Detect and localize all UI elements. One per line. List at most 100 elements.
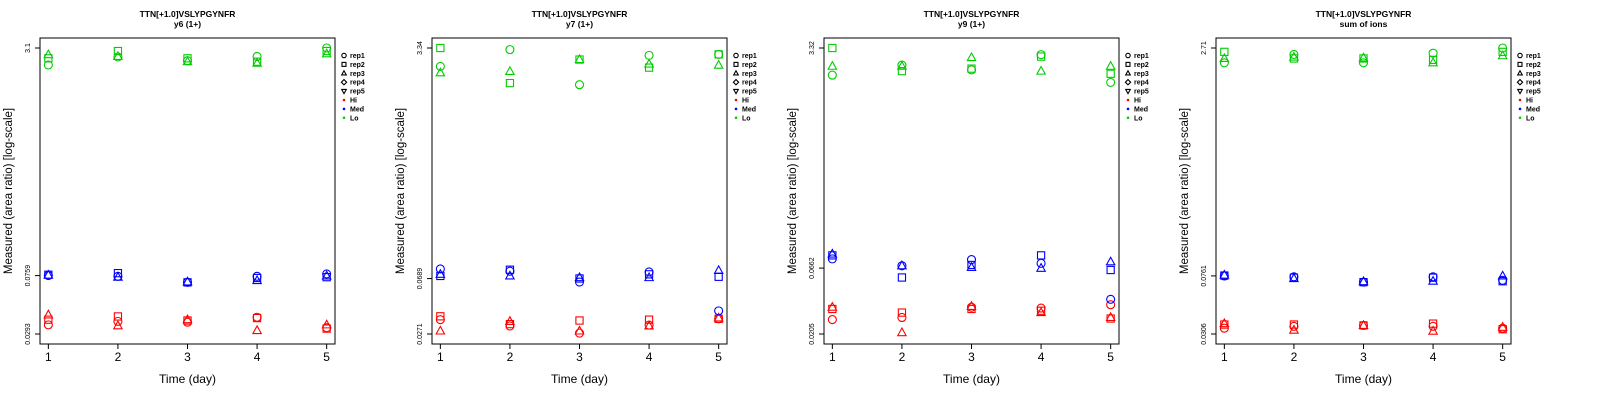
- data-point-lo-rep2: [44, 54, 53, 63]
- data-point-med-rep3: [1219, 269, 1230, 279]
- legend-label-rep1: rep1: [350, 53, 365, 60]
- legend-label-rep3: rep3: [1526, 71, 1541, 78]
- data-point-med-rep1: [1106, 294, 1116, 304]
- data-point-hi-rep1: [574, 328, 585, 338]
- data-point-med-rep2: [252, 273, 262, 283]
- data-point-hi-rep3: [1035, 306, 1047, 317]
- data-point-lo-rep3: [643, 58, 655, 68]
- y-tick-label: 0.0662: [809, 257, 816, 279]
- legend-marker-rep1: [1125, 52, 1131, 59]
- data-point-med-rep2: [1498, 277, 1507, 286]
- x-tick-label: 3: [1360, 350, 1367, 364]
- data-point-hi-rep3: [504, 315, 516, 325]
- data-point-hi-rep3: [827, 301, 838, 311]
- data-point-lo-rep1: [43, 60, 53, 70]
- chart-subtitle: y7 (1+): [566, 19, 593, 29]
- data-point-med-rep3: [1288, 272, 1300, 283]
- legend-label-lo: Lo: [1526, 115, 1535, 122]
- legend-dot-lo: [734, 116, 738, 120]
- y-tick-label: 3.32: [809, 41, 816, 55]
- legend-label-lo: Lo: [1134, 115, 1143, 122]
- data-point-med-rep3: [827, 248, 838, 258]
- legend-label-rep5: rep5: [742, 89, 757, 96]
- data-point-med-rep3: [1035, 262, 1047, 272]
- legend-label-rep1: rep1: [1526, 53, 1541, 60]
- legend-label-rep2: rep2: [1526, 62, 1541, 69]
- data-point-med-rep3: [713, 264, 724, 274]
- data-point-lo-rep2: [1428, 55, 1438, 65]
- data-point-lo-rep3: [1288, 51, 1300, 61]
- data-point-lo-rep1: [1219, 58, 1229, 68]
- x-tick-label: 5: [323, 350, 330, 364]
- data-point-lo-rep3: [1497, 50, 1508, 60]
- legend-marker-rep2: [733, 61, 739, 67]
- legend-dot-hi: [1126, 98, 1130, 102]
- y-axis-label: Measured (area ratio) [log-scale]: [3, 108, 15, 274]
- data-point-lo-rep3: [1358, 52, 1369, 62]
- y-tick-label: 0.0205: [809, 323, 816, 345]
- x-tick-label: 2: [899, 350, 906, 364]
- legend-dot-lo: [1518, 116, 1522, 120]
- data-point-lo-rep2: [183, 54, 192, 63]
- x-tick-label: 4: [1038, 350, 1045, 364]
- data-point-hi-rep2: [44, 315, 53, 324]
- plot-frame: [431, 37, 728, 345]
- legend-label-rep4: rep4: [350, 80, 365, 87]
- y-tick-label: 3.1: [25, 43, 32, 53]
- legend-dot-hi: [1518, 98, 1522, 102]
- legend-marker-rep5: [732, 88, 740, 95]
- data-point-hi-rep1: [827, 315, 837, 325]
- data-point-lo-rep2: [828, 43, 837, 53]
- data-point-lo-rep2: [714, 50, 723, 59]
- data-point-lo-rep2: [1106, 69, 1115, 78]
- x-tick-label: 4: [646, 350, 653, 364]
- chart-subtitle: sum of ions: [1340, 19, 1388, 29]
- legend-marker-rep1: [1517, 52, 1523, 59]
- data-point-med-rep3: [1497, 270, 1508, 280]
- data-point-hi-rep2: [252, 313, 262, 323]
- x-tick-label: 4: [1430, 350, 1437, 364]
- data-point-med-rep3: [896, 260, 908, 270]
- data-point-lo-rep3: [321, 48, 332, 58]
- legend-label-rep3: rep3: [742, 71, 757, 78]
- data-point-lo-rep3: [43, 48, 54, 59]
- legend-dot-med: [1518, 107, 1522, 111]
- legend-marker-rep2: [1125, 61, 1131, 67]
- x-axis-label: Time (day): [159, 372, 216, 386]
- x-tick-label: 5: [1499, 350, 1506, 364]
- data-point-hi-rep3: [182, 313, 193, 324]
- data-point-lo-rep1: [322, 43, 332, 53]
- data-point-hi-rep3: [1105, 311, 1116, 322]
- data-point-lo-rep3: [827, 60, 838, 70]
- data-point-hi-rep3: [321, 319, 332, 329]
- legend-marker-rep4: [340, 78, 348, 86]
- y-tick-label: 0.0689: [417, 268, 424, 290]
- data-point-lo-rep2: [113, 46, 123, 56]
- legend-dot-med: [342, 107, 346, 111]
- data-point-hi-rep2: [644, 315, 654, 324]
- legend-label-rep3: rep3: [1134, 71, 1149, 78]
- x-axis-label: Time (day): [1335, 372, 1392, 386]
- data-point-med-rep3: [112, 271, 124, 281]
- data-point-hi-rep3: [1358, 319, 1369, 329]
- data-point-med-rep2: [1106, 265, 1115, 275]
- y-tick-label: 0.0306: [1201, 323, 1208, 345]
- data-point-lo-rep2: [644, 63, 654, 72]
- data-point-lo-rep1: [644, 50, 654, 60]
- legend-label-lo: Lo: [350, 115, 359, 122]
- data-point-lo-rep1: [574, 80, 585, 90]
- x-tick-label: 2: [1291, 350, 1298, 364]
- legend-dot-hi: [342, 98, 346, 102]
- x-tick-label: 2: [115, 350, 122, 364]
- x-tick-label: 5: [715, 350, 722, 364]
- data-point-lo-rep3: [1105, 60, 1116, 70]
- data-point-hi-rep1: [1106, 300, 1116, 310]
- data-point-med-rep3: [643, 271, 655, 282]
- data-point-lo-rep2: [1498, 47, 1507, 57]
- data-point-med-rep3: [182, 276, 193, 286]
- data-point-lo-rep2: [897, 66, 907, 76]
- legend-label-rep5: rep5: [350, 89, 365, 96]
